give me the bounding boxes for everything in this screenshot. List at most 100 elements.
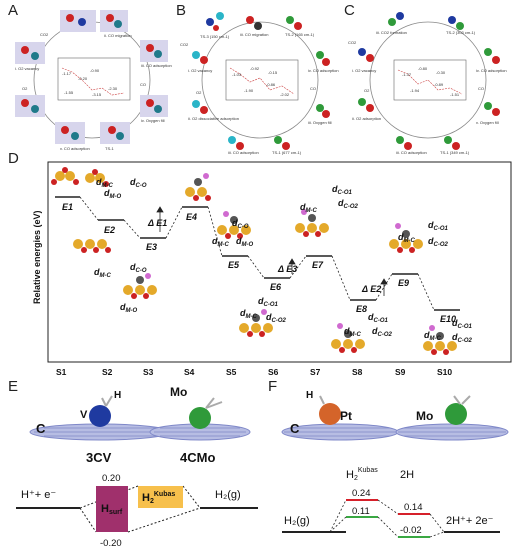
bond-distance-d: dM-C: [94, 267, 111, 279]
panel-label-d: D: [8, 150, 19, 167]
x-tick-label: S2: [102, 367, 113, 377]
stage-label: ii. CO migration: [104, 33, 132, 38]
bond-distance-d: dC-O2: [338, 198, 358, 210]
bond-distance-d: dC-O: [232, 218, 249, 230]
stage-label: TS-1 (677 cm-1): [272, 150, 302, 155]
x-tick-label: S8: [352, 367, 363, 377]
state-label: E1: [62, 202, 73, 212]
bond-distance-labels: dM-C dC-O dM-O dM-C dC-O dM-O dM-C dM-O …: [94, 177, 472, 344]
bond-distance-d: dM-O: [236, 236, 253, 248]
state-label: E6: [270, 282, 282, 292]
energy-value: -2.02: [280, 92, 290, 97]
molybdenum-atom: [189, 407, 211, 429]
molybdenum-atom: [445, 403, 467, 425]
atom-label-c: C: [290, 421, 300, 436]
state-label: E2: [104, 225, 115, 235]
state-label: E10: [440, 314, 456, 324]
x-tick-label: S4: [184, 367, 195, 377]
stage-label: iii. CO migration: [240, 32, 268, 37]
bond-distance-d: dC-O2: [266, 312, 286, 324]
energy-value: -0.20: [78, 76, 88, 81]
bond-distance-d: dC-O: [130, 262, 147, 274]
energy-value: -0.15: [268, 70, 278, 75]
x-tick-label: S7: [310, 367, 321, 377]
stage-label: TS-1 (349 cm-1): [440, 150, 470, 155]
stage-label: v. Oxygen fill: [476, 120, 499, 125]
panel-label-b: B: [176, 2, 187, 19]
stage-label: TS-1: [105, 146, 114, 151]
energy-value: -0.90: [90, 68, 100, 73]
atom-label-h: H: [306, 390, 313, 401]
tag-co2: CO2: [348, 40, 357, 45]
reactant-label: H₂(g): [284, 515, 310, 527]
state-label: E8: [356, 304, 367, 314]
tag-o2: O2: [22, 86, 28, 91]
tag-co: CO: [478, 86, 484, 91]
energy-value: -1.37: [402, 72, 412, 77]
stage-label: TS-2 (303 cm-1): [446, 30, 476, 35]
x-tick-label: S5: [226, 367, 237, 377]
energy-levels: [55, 196, 460, 311]
tag-o2: O2: [196, 90, 202, 95]
stage-label: TS-3 (150 cm-1): [200, 34, 230, 39]
stage-label: iv. CO adsorption: [308, 68, 339, 73]
bond-distance-d: dM-C: [240, 308, 257, 320]
stage-label: iv. Oxygen fill: [141, 118, 165, 123]
panel-f: H Pt C Mo H2Kubas 2H 0.24 0.14 0.11: [281, 390, 509, 538]
inset-energy-plot-b: [225, 59, 299, 101]
energy-value: -0.86: [266, 82, 276, 87]
stage-label: iii. CO adsorption: [396, 150, 427, 155]
state-label: E5: [228, 260, 240, 270]
energy-value: -3.15: [92, 92, 102, 97]
bond-distance-d: dC-O1: [332, 184, 352, 196]
x-ticks: S1 S2 S3 S4 S5 S6 S7 S8 S9 S10: [56, 367, 452, 377]
stage-label: iii. CO2 formation: [376, 30, 407, 35]
tag-co: CO: [140, 82, 146, 87]
stage-label: i. O2 vacancy: [15, 66, 39, 71]
platinum-atom: [319, 403, 341, 425]
h2-kubas-label: H2Kubas: [142, 491, 175, 505]
energy-value: -0.92: [250, 66, 260, 71]
h-surf-box: [96, 486, 128, 532]
product-label: 2H⁺+ 2e⁻: [446, 515, 494, 527]
graphene-sheet-pt: [281, 423, 399, 441]
cycle-panel-b: TS-3 (150 cm-1) iii. CO migration TS-2 (…: [180, 12, 339, 155]
bond-distance-d: dM-O: [104, 188, 121, 200]
bond-distance-d: dC-O1: [368, 312, 388, 324]
h2-kubas-label: H2Kubas: [346, 467, 378, 482]
energy-value: 0.14: [404, 502, 423, 513]
bond-distance-d: dM-C: [398, 232, 415, 244]
stage-label: iii. Oxygen fill: [308, 120, 332, 125]
h-surf-label: Hsurf: [101, 503, 123, 516]
atom-label-mo: Mo: [416, 409, 433, 423]
panel-label-f: F: [268, 378, 278, 395]
state-label: E4: [186, 212, 197, 222]
x-tick-label: S10: [437, 367, 452, 377]
bond-distance-d: dC-O1: [258, 296, 278, 308]
energy-value: -2.30: [108, 86, 118, 91]
atom-label-mo: Mo: [170, 385, 187, 399]
inset-energy-plot-c: [393, 59, 467, 101]
bond-distance-d: dM-C: [424, 330, 441, 342]
inset-energy-plot-a: [57, 57, 131, 101]
atom-label-h: H: [114, 390, 121, 401]
bond-distance-d: dM-C: [96, 177, 113, 189]
bond-distance-d: dM-C: [300, 202, 317, 214]
tag-o2: O2: [364, 88, 370, 93]
stage-label: iv. CO adsorption: [476, 68, 507, 73]
energy-value: -0.80: [418, 66, 428, 71]
x-tick-label: S1: [56, 367, 67, 377]
stage-label: i. O2 vacancy: [188, 68, 212, 73]
label-2h: 2H: [400, 469, 414, 481]
vanadium-atom: [89, 405, 111, 427]
barrier-label: Δ E2: [361, 284, 381, 294]
h2-kubas-box: [138, 486, 183, 508]
state-label: E3: [146, 242, 157, 252]
level-connectors: [79, 196, 435, 311]
atom-label-v: V: [80, 409, 88, 421]
reactant-label: H⁺+ e⁻: [21, 489, 56, 501]
bond-distance-d: dM-O: [120, 302, 137, 314]
bond-distance-d: dM-C: [344, 326, 361, 338]
tag-co: CO: [310, 86, 316, 91]
